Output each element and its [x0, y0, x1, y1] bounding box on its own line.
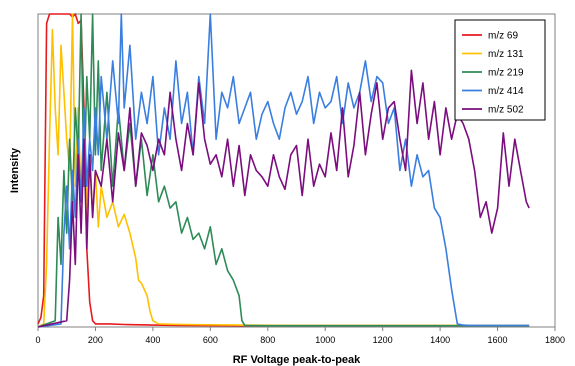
x-axis: 0 200 400 600 800 1000 1200 1400 1600 1800 — [35, 327, 565, 345]
legend: m/z 69 m/z 131 m/z 219 m/z 414 m/z 502 — [454, 19, 546, 121]
x-tick-label: 1200 — [373, 335, 393, 345]
x-tick-label: 400 — [145, 335, 160, 345]
x-tick-label: 0 — [35, 335, 40, 345]
x-tick-label: 1400 — [430, 335, 450, 345]
x-tick-label: 200 — [88, 335, 103, 345]
series-layer — [37, 13, 530, 328]
x-tick-label: 600 — [203, 335, 218, 345]
legend-box — [454, 19, 546, 121]
x-tick-label: 1000 — [315, 335, 335, 345]
series-line-5 — [37, 69, 530, 328]
x-axis-label: RF Voltage peak-to-peak — [233, 354, 361, 366]
series-line-4 — [37, 13, 530, 328]
y-axis-label: Intensity — [9, 147, 21, 193]
x-tick-label: 800 — [260, 335, 275, 345]
x-tick-label: 1600 — [488, 335, 508, 345]
legend-label-5: m/z 502 — [488, 105, 524, 116]
series-line-2 — [37, 13, 530, 328]
legend-label-2: m/z 131 — [488, 49, 524, 60]
legend-label-4: m/z 414 — [488, 86, 524, 97]
legend-label-1: m/z 69 — [488, 31, 518, 42]
x-tick-label: 1800 — [545, 335, 565, 345]
legend-label-3: m/z 219 — [488, 68, 524, 79]
